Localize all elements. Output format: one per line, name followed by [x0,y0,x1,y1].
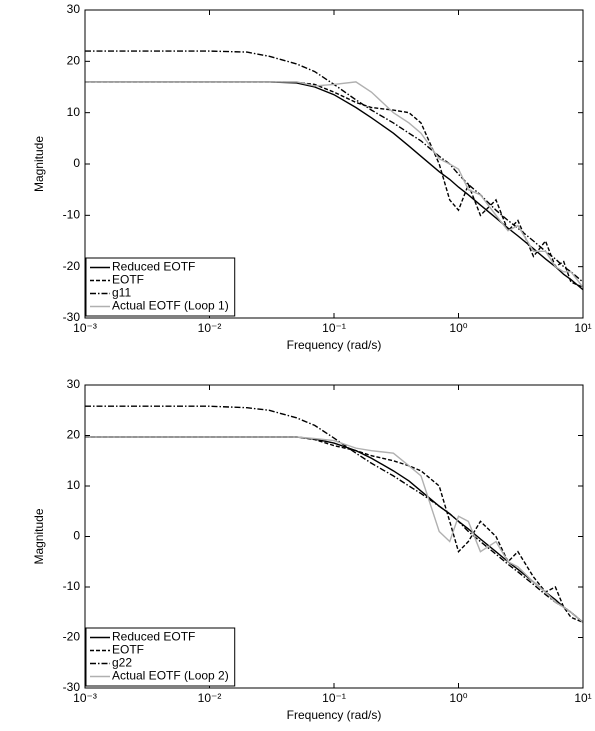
x-tick-label: 10⁻² [198,321,222,335]
y-tick-label: -30 [63,310,81,324]
y-tick-label: 30 [67,377,81,391]
legend-label: g11 [112,286,131,300]
y-tick-label: -20 [63,259,81,273]
axes-frame [84,384,584,689]
legend-label: g22 [112,656,132,670]
x-tick-label: 10⁻¹ [322,691,346,705]
y-tick-label: 20 [67,54,81,68]
y-tick-label: -10 [63,208,81,222]
legend-label: EOTF [112,273,144,287]
y-tick-label: -30 [63,680,81,694]
x-tick-label: 10⁻³ [73,691,97,705]
x-tick-label: 10¹ [574,691,591,705]
y-tick-label: 10 [67,478,81,492]
legend-label: Reduced EOTF [112,630,195,644]
x-axis-label: Frequency (rad/s) [287,338,382,352]
x-tick-label: 10⁰ [449,691,467,705]
legend-label: EOTF [112,643,144,657]
y-axis-label: Magnitude [32,136,46,192]
x-tick-label: 10⁻³ [73,321,97,335]
x-axis-label: Frequency (rad/s) [287,708,382,722]
subplot: -30 -20 -10 0 10 20 30 10⁻³ 10⁻² 10⁻¹ 10⁰ 10¹ Freque… [32,2,592,352]
y-tick-label: 20 [67,428,81,442]
y-axis-label: Magnitude [32,508,46,564]
x-tick-label: 10⁰ [449,321,467,335]
x-tick-label: 10⁻¹ [322,321,346,335]
y-tick-label: -10 [63,579,81,593]
series-line [85,436,583,623]
axes-frame [84,9,584,319]
series-line [85,81,583,288]
subplot: -30 -20 -10 0 10 20 30 10⁻³ 10⁻² 10⁻¹ 10⁰ 10¹ Freque… [32,377,592,722]
y-tick-label: 0 [73,529,80,543]
x-tick-label: 10⁻² [198,691,222,705]
legend-label: Actual EOTF (Loop 1) [112,299,229,313]
legend-box [85,627,236,687]
series-line [85,405,583,623]
legend-label: Actual EOTF (Loop 2) [112,669,229,683]
y-tick-label: 10 [67,105,81,119]
y-tick-label: 30 [67,2,81,16]
series-line [85,50,583,283]
y-tick-label: 0 [73,156,80,170]
series-line [85,81,583,288]
y-tick-label: -20 [63,630,81,644]
legend-label: Reduced EOTF [112,260,195,274]
series-line [85,436,583,623]
legend-box [85,257,236,317]
x-tick-label: 10¹ [574,321,591,335]
